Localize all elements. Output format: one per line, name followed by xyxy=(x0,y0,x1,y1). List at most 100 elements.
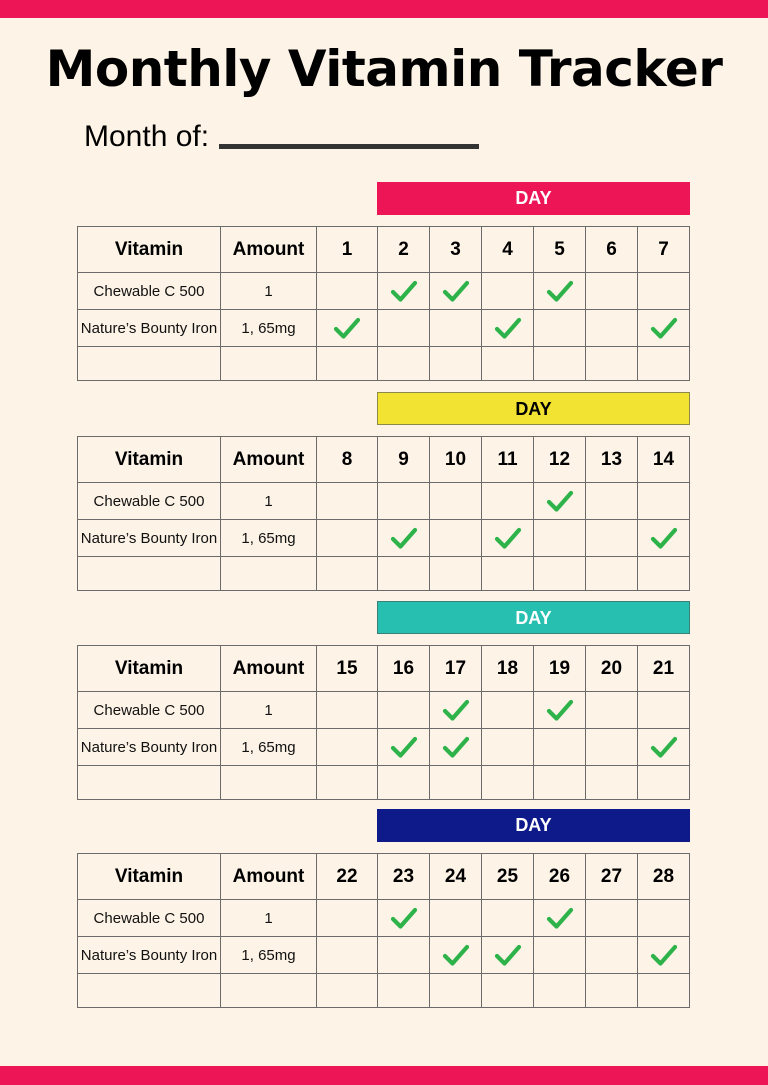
vitamin-cell[interactable]: Chewable C 500 xyxy=(77,691,221,729)
day-check-cell[interactable] xyxy=(481,973,534,1008)
day-check-cell[interactable] xyxy=(585,482,638,520)
day-check-cell[interactable] xyxy=(637,936,690,974)
vitamin-cell[interactable] xyxy=(77,973,221,1008)
day-check-cell[interactable] xyxy=(585,309,638,347)
day-check-cell[interactable] xyxy=(316,728,378,766)
day-check-cell[interactable] xyxy=(637,272,690,310)
day-check-cell[interactable] xyxy=(533,346,586,381)
day-check-cell[interactable] xyxy=(429,309,482,347)
day-check-cell[interactable] xyxy=(316,973,378,1008)
day-check-cell[interactable] xyxy=(533,691,586,729)
day-check-cell[interactable] xyxy=(533,936,586,974)
amount-cell[interactable] xyxy=(220,556,317,591)
amount-cell[interactable]: 1, 65mg xyxy=(220,936,317,974)
vitamin-cell[interactable]: Chewable C 500 xyxy=(77,482,221,520)
day-check-cell[interactable] xyxy=(637,899,690,937)
amount-cell[interactable]: 1, 65mg xyxy=(220,519,317,557)
day-check-cell[interactable] xyxy=(637,728,690,766)
amount-cell[interactable]: 1 xyxy=(220,272,317,310)
day-check-cell[interactable] xyxy=(637,309,690,347)
day-check-cell[interactable] xyxy=(429,728,482,766)
day-check-cell[interactable] xyxy=(377,482,430,520)
day-check-cell[interactable] xyxy=(637,482,690,520)
day-check-cell[interactable] xyxy=(481,346,534,381)
day-check-cell[interactable] xyxy=(316,899,378,937)
day-check-cell[interactable] xyxy=(585,973,638,1008)
day-check-cell[interactable] xyxy=(637,691,690,729)
day-check-cell[interactable] xyxy=(429,482,482,520)
day-check-cell[interactable] xyxy=(429,899,482,937)
vitamin-cell[interactable] xyxy=(77,765,221,800)
day-check-cell[interactable] xyxy=(533,899,586,937)
day-check-cell[interactable] xyxy=(316,519,378,557)
day-check-cell[interactable] xyxy=(585,346,638,381)
vitamin-cell[interactable]: Nature’s Bounty Iron xyxy=(77,309,221,347)
day-check-cell[interactable] xyxy=(429,691,482,729)
day-check-cell[interactable] xyxy=(481,519,534,557)
day-check-cell[interactable] xyxy=(481,556,534,591)
amount-cell[interactable]: 1 xyxy=(220,899,317,937)
day-check-cell[interactable] xyxy=(316,482,378,520)
day-check-cell[interactable] xyxy=(377,899,430,937)
day-check-cell[interactable] xyxy=(377,556,430,591)
day-check-cell[interactable] xyxy=(481,309,534,347)
day-check-cell[interactable] xyxy=(429,973,482,1008)
day-check-cell[interactable] xyxy=(637,765,690,800)
day-check-cell[interactable] xyxy=(429,272,482,310)
day-check-cell[interactable] xyxy=(533,482,586,520)
day-check-cell[interactable] xyxy=(377,519,430,557)
day-check-cell[interactable] xyxy=(316,691,378,729)
day-check-cell[interactable] xyxy=(533,765,586,800)
amount-cell[interactable]: 1, 65mg xyxy=(220,728,317,766)
day-check-cell[interactable] xyxy=(533,519,586,557)
day-check-cell[interactable] xyxy=(429,556,482,591)
day-check-cell[interactable] xyxy=(429,519,482,557)
day-check-cell[interactable] xyxy=(481,482,534,520)
amount-cell[interactable]: 1, 65mg xyxy=(220,309,317,347)
day-check-cell[interactable] xyxy=(481,272,534,310)
day-check-cell[interactable] xyxy=(533,556,586,591)
day-check-cell[interactable] xyxy=(377,936,430,974)
day-check-cell[interactable] xyxy=(429,346,482,381)
day-check-cell[interactable] xyxy=(533,309,586,347)
day-check-cell[interactable] xyxy=(533,728,586,766)
day-check-cell[interactable] xyxy=(637,519,690,557)
day-check-cell[interactable] xyxy=(316,556,378,591)
amount-cell[interactable] xyxy=(220,765,317,800)
day-check-cell[interactable] xyxy=(377,272,430,310)
amount-cell[interactable] xyxy=(220,973,317,1008)
amount-cell[interactable]: 1 xyxy=(220,482,317,520)
month-blank-line[interactable] xyxy=(219,143,480,149)
vitamin-cell[interactable] xyxy=(77,556,221,591)
day-check-cell[interactable] xyxy=(585,519,638,557)
day-check-cell[interactable] xyxy=(481,765,534,800)
day-check-cell[interactable] xyxy=(533,973,586,1008)
day-check-cell[interactable] xyxy=(585,556,638,591)
day-check-cell[interactable] xyxy=(533,272,586,310)
day-check-cell[interactable] xyxy=(637,346,690,381)
day-check-cell[interactable] xyxy=(585,691,638,729)
day-check-cell[interactable] xyxy=(585,765,638,800)
day-check-cell[interactable] xyxy=(316,309,378,347)
day-check-cell[interactable] xyxy=(585,272,638,310)
day-check-cell[interactable] xyxy=(585,899,638,937)
day-check-cell[interactable] xyxy=(585,936,638,974)
day-check-cell[interactable] xyxy=(481,936,534,974)
vitamin-cell[interactable]: Nature’s Bounty Iron xyxy=(77,936,221,974)
day-check-cell[interactable] xyxy=(316,936,378,974)
day-check-cell[interactable] xyxy=(429,765,482,800)
vitamin-cell[interactable]: Nature’s Bounty Iron xyxy=(77,519,221,557)
day-check-cell[interactable] xyxy=(377,973,430,1008)
day-check-cell[interactable] xyxy=(377,728,430,766)
amount-cell[interactable]: 1 xyxy=(220,691,317,729)
vitamin-cell[interactable]: Chewable C 500 xyxy=(77,272,221,310)
day-check-cell[interactable] xyxy=(637,556,690,591)
vitamin-cell[interactable]: Nature’s Bounty Iron xyxy=(77,728,221,766)
vitamin-cell[interactable] xyxy=(77,346,221,381)
day-check-cell[interactable] xyxy=(316,765,378,800)
day-check-cell[interactable] xyxy=(316,272,378,310)
day-check-cell[interactable] xyxy=(316,346,378,381)
day-check-cell[interactable] xyxy=(637,973,690,1008)
day-check-cell[interactable] xyxy=(429,936,482,974)
vitamin-cell[interactable]: Chewable C 500 xyxy=(77,899,221,937)
